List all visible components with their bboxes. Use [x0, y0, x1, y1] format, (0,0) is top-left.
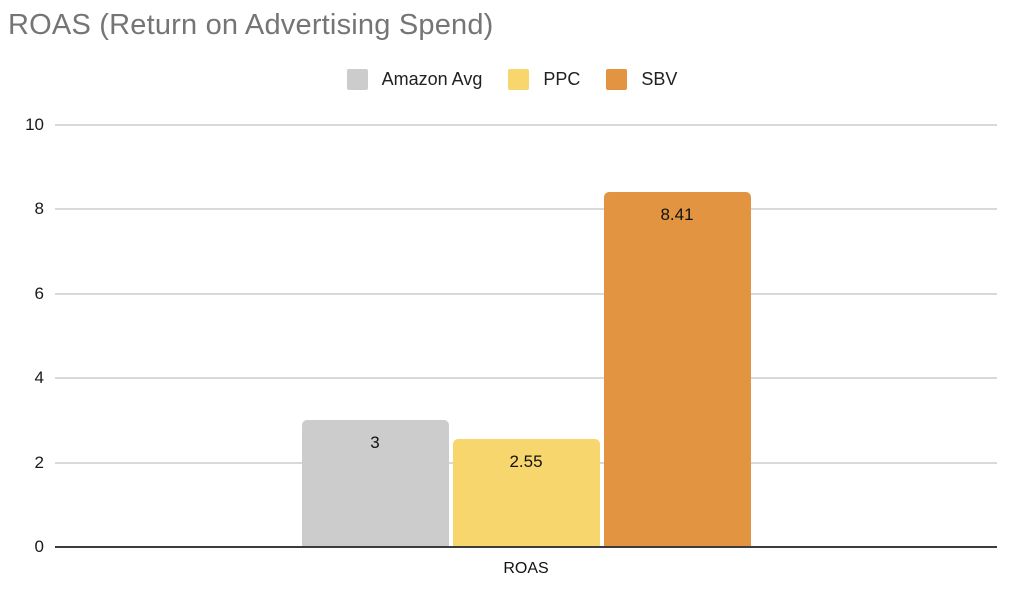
- legend-label-ppc: PPC: [543, 68, 581, 89]
- legend-swatch-sbv: [606, 68, 628, 90]
- legend-item-amazon-avg: Amazon Avg: [346, 68, 483, 90]
- bar-value-label-ppc: 2.55: [509, 452, 543, 472]
- legend-item-ppc: PPC: [508, 68, 581, 90]
- chart-legend: Amazon Avg PPC SBV: [0, 64, 1024, 94]
- y-tick-label-4: 4: [34, 368, 44, 388]
- gridline-8: [55, 208, 997, 211]
- legend-label-amazon-avg: Amazon Avg: [381, 68, 483, 89]
- chart-title: ROAS (Return on Advertising Spend): [8, 9, 494, 41]
- bar-value-label-sbv: 8.41: [660, 205, 694, 225]
- legend-label-sbv: SBV: [641, 68, 678, 89]
- gridline-6: [55, 292, 997, 295]
- y-tick-label-2: 2: [34, 452, 44, 472]
- legend-swatch-amazon-avg: [346, 68, 368, 90]
- bar-sbv: [603, 192, 751, 547]
- bar-amazon-avg: [301, 420, 449, 547]
- plot-area: 0 2 4 6 8 10 3 2.55 8.41: [25, 116, 997, 556]
- bar-ppc: [452, 439, 600, 547]
- x-axis-label: ROAS: [503, 560, 549, 577]
- y-tick-label-0: 0: [34, 537, 44, 556]
- gridline-4: [55, 377, 997, 380]
- y-tick-label-10: 10: [25, 115, 44, 134]
- y-tick-label-8: 8: [34, 199, 44, 219]
- bar-value-label-amazon-avg: 3: [370, 433, 380, 453]
- legend-item-sbv: SBV: [606, 68, 678, 90]
- x-axis-line: [55, 546, 997, 548]
- y-tick-label-6: 6: [34, 283, 44, 303]
- gridline-10: [55, 124, 997, 126]
- legend-swatch-ppc: [508, 68, 530, 90]
